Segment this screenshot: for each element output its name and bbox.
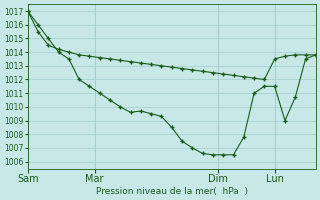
X-axis label: Pression niveau de la mer(  hPa  ): Pression niveau de la mer( hPa ) [96, 187, 248, 196]
